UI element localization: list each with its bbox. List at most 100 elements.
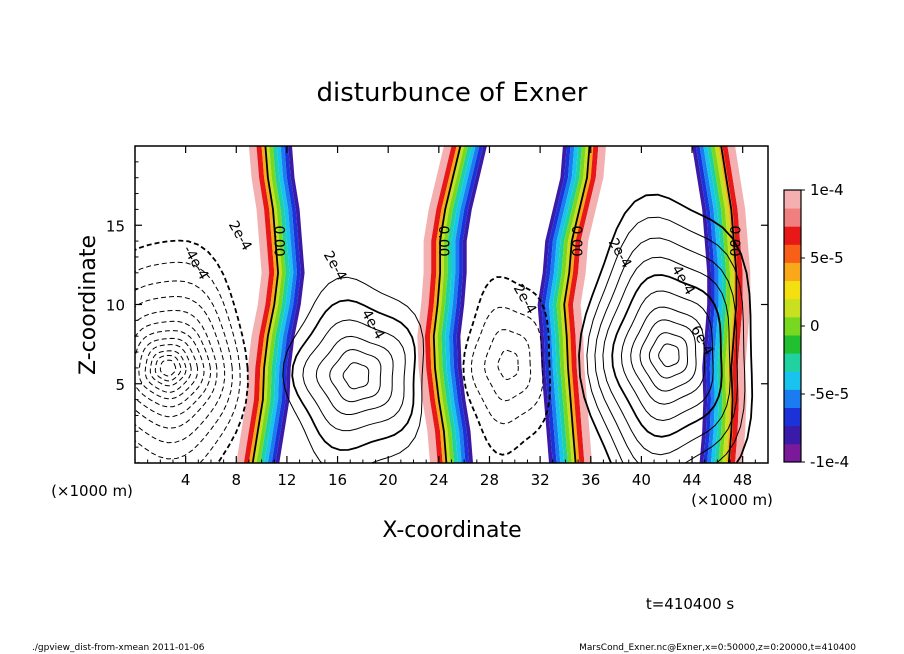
contour-line xyxy=(315,335,394,415)
colorbar-segment xyxy=(784,371,801,390)
x-unit-right: (×1000 m) xyxy=(691,491,773,509)
plume-band xyxy=(560,146,590,463)
zero-contour xyxy=(720,146,738,463)
colorbar-ticks: 1e-4 5e-5 0 -5e-5 -1e-4 xyxy=(801,181,849,471)
x-tick-label: 28 xyxy=(480,471,499,489)
plume-band xyxy=(271,146,301,463)
contour-lines xyxy=(135,146,754,463)
colorbar-segment xyxy=(784,226,801,245)
colorbar-tick-label: 5e-5 xyxy=(810,249,844,267)
zero-contour-label: 0.00 xyxy=(568,226,584,257)
colorbar-segment xyxy=(784,190,801,209)
plume-band xyxy=(545,146,575,463)
contour-line xyxy=(135,261,241,463)
x-tick-label: 24 xyxy=(429,471,448,489)
contour-line xyxy=(138,337,199,400)
y-axis-label: Z-coordinate xyxy=(76,235,101,375)
x-tick-label: 20 xyxy=(379,471,398,489)
plume-band xyxy=(556,146,586,463)
x-tick-label: 44 xyxy=(682,471,701,489)
plume-band xyxy=(417,146,452,463)
contour-line xyxy=(484,329,532,402)
x-tick-label: 8 xyxy=(232,471,242,489)
contour-line xyxy=(149,350,187,387)
plume-band xyxy=(236,146,270,463)
contour-line xyxy=(630,306,706,405)
x-tick-label: 12 xyxy=(277,471,296,489)
contour-line xyxy=(620,290,714,422)
plume-band xyxy=(264,146,294,463)
contour-line xyxy=(602,256,731,456)
colorbar-tick-label: -1e-4 xyxy=(810,453,849,471)
zero-contour-label: 0.00 xyxy=(435,226,451,257)
plume-band xyxy=(537,146,567,463)
contour-line xyxy=(329,348,382,403)
colorbar xyxy=(783,189,802,463)
plume-band xyxy=(552,146,582,463)
chart-title: disturbunce of Exner xyxy=(317,78,588,108)
plume-band xyxy=(714,146,734,463)
contour-line xyxy=(639,319,697,392)
contour-line xyxy=(135,330,205,408)
contour-line xyxy=(470,306,544,425)
contour-line xyxy=(135,295,226,444)
contour-line xyxy=(159,359,177,377)
plume-band xyxy=(441,146,472,463)
colorbar-segment xyxy=(784,262,801,282)
y-axis: 5 10 15 xyxy=(106,161,768,448)
plume-band xyxy=(275,146,305,463)
x-tick-label: 40 xyxy=(632,471,651,489)
plume-band xyxy=(695,146,715,463)
colorbar-segment xyxy=(784,208,801,227)
contour-line xyxy=(302,319,406,432)
plume-band xyxy=(256,146,286,463)
plume-band xyxy=(243,146,275,463)
plume-band xyxy=(445,146,476,463)
contour-line xyxy=(594,237,739,463)
plume-band xyxy=(549,146,579,463)
contour-line xyxy=(291,299,417,451)
x-tick-label: 16 xyxy=(328,471,347,489)
plume-band xyxy=(541,146,571,463)
x-tick-label: 48 xyxy=(733,471,752,489)
contour-line xyxy=(282,276,425,463)
plume-band xyxy=(248,146,279,463)
x-tick-label: 36 xyxy=(581,471,600,489)
colorbar-segment xyxy=(784,298,801,318)
contour-line xyxy=(342,362,370,390)
contour-line xyxy=(144,344,192,393)
colorbar-segment xyxy=(784,425,801,445)
zero-contour xyxy=(251,146,280,463)
contour-line xyxy=(578,193,754,463)
colorbar-segment xyxy=(784,353,801,372)
colorbar-segment xyxy=(784,389,801,408)
colorbar-segment xyxy=(784,280,801,300)
colorbar-segment xyxy=(784,407,801,427)
plume-band xyxy=(260,146,290,463)
plume-band xyxy=(424,146,457,463)
time-label: t=410400 s xyxy=(646,595,734,613)
colorbar-segment xyxy=(784,335,801,354)
contour-line xyxy=(586,216,746,463)
colorbar-segment xyxy=(784,244,801,263)
contour-line xyxy=(135,320,212,418)
y-tick-label: 15 xyxy=(106,217,125,235)
plume-band xyxy=(692,146,711,463)
colorbar-segment xyxy=(784,316,801,336)
footer-left: ./gpview_dist-from-xmean 2011-01-06 xyxy=(32,643,205,653)
contour-line xyxy=(154,355,182,382)
x-axis-label: X-coordinate xyxy=(382,518,521,543)
x-tick-label: 4 xyxy=(181,471,191,489)
contour-line xyxy=(611,274,723,438)
footer-right: MarsCond_Exner.nc@Exner,x=0:50000,z=0:20… xyxy=(579,643,856,653)
contour-line xyxy=(135,239,249,463)
contour-line xyxy=(658,343,680,368)
contour-line xyxy=(462,276,552,456)
plume-band xyxy=(711,146,730,463)
plume-band xyxy=(456,146,487,463)
plume-band xyxy=(703,146,723,463)
colorbar-tick-label: 0 xyxy=(810,317,820,335)
y-tick-label: 10 xyxy=(106,297,125,315)
plume-band xyxy=(564,146,594,463)
